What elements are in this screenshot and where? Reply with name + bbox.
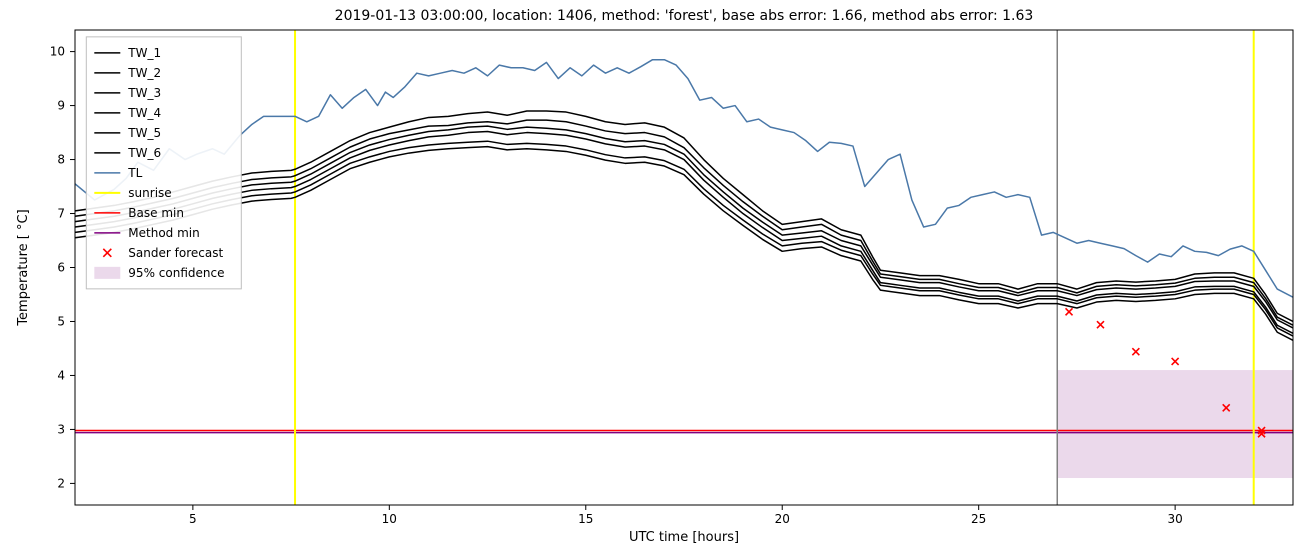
chart-svg: 5 10 15 20 25 30 2 3 4 5 6 7 8 9 10 UTC time [hours] Tem… <box>0 0 1310 547</box>
xtick-label: 15 <box>578 512 593 526</box>
legend-label: TW_3 <box>127 86 161 100</box>
xtick-label: 10 <box>382 512 397 526</box>
legend-label: TL <box>127 166 142 180</box>
xtick-label: 30 <box>1167 512 1182 526</box>
confidence-band <box>1057 370 1293 478</box>
ytick-label: 9 <box>57 99 65 113</box>
legend-label: Base min <box>128 206 184 220</box>
x-axis-label: UTC time [hours] <box>629 530 739 545</box>
xtick-label: 20 <box>775 512 790 526</box>
legend-label: TW_1 <box>127 46 161 60</box>
legend-label: sunrise <box>128 186 171 200</box>
xtick-label: 25 <box>971 512 986 526</box>
legend-item-11: 95% confidence <box>94 266 224 280</box>
chart-title: 2019-01-13 03:00:00, location: 1406, met… <box>335 8 1034 24</box>
legend-label: Method min <box>128 226 199 240</box>
y-axis-label: Temperature [ °C] <box>16 209 31 326</box>
ytick-label: 6 <box>57 261 65 275</box>
ytick-label: 5 <box>57 314 65 328</box>
chart-root: 5 10 15 20 25 30 2 3 4 5 6 7 8 9 10 UTC time [hours] Tem… <box>0 0 1310 547</box>
ytick-label: 3 <box>57 422 65 436</box>
legend-label: 95% confidence <box>128 266 224 280</box>
ytick-label: 4 <box>57 368 65 382</box>
legend-label: Sander forecast <box>128 246 223 260</box>
ytick-label: 8 <box>57 153 65 167</box>
legend-label: TW_6 <box>127 146 161 160</box>
xtick-label: 5 <box>189 512 197 526</box>
legend: TW_1 TW_2 TW_3 TW_4 TW_5 TW_6 TL sunrise Base mi… <box>86 37 241 289</box>
ytick-label: 2 <box>57 476 65 490</box>
legend-swatch-patch <box>94 267 120 279</box>
ytick-label: 7 <box>57 207 65 221</box>
legend-label: TW_4 <box>127 106 161 120</box>
legend-label: TW_2 <box>127 66 161 80</box>
legend-label: TW_5 <box>127 126 161 140</box>
ytick-label: 10 <box>50 45 65 59</box>
